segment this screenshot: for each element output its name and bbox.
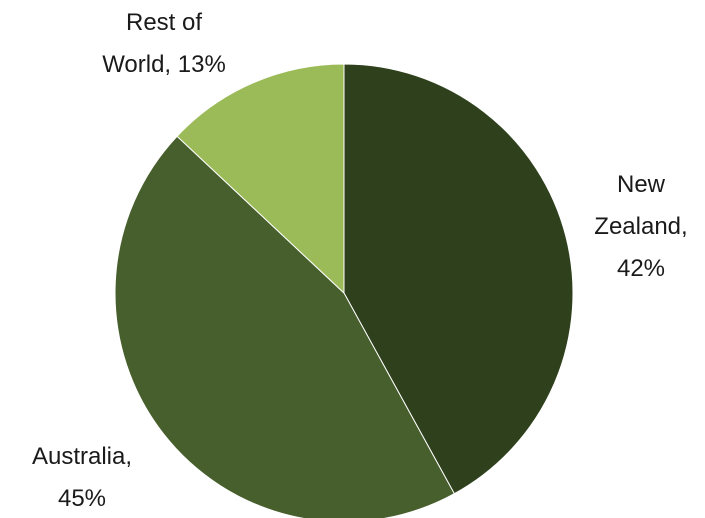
data-label-line: 45% xyxy=(58,485,106,512)
data-label-australia: Australia, 45% xyxy=(32,443,132,512)
pie-slice-australia xyxy=(114,135,455,518)
pie-slice-new-zealand xyxy=(343,63,574,495)
pie-data-labels: New Zealand, 42% Australia, 45% Rest of World,… xyxy=(32,9,688,512)
data-label-line: 42% xyxy=(617,255,665,282)
data-label-line: Australia, xyxy=(32,443,132,470)
data-label-line: Zealand, xyxy=(594,213,687,240)
data-label-line: World, 13% xyxy=(102,51,226,78)
pie-slices xyxy=(114,63,574,518)
data-label-line: Rest of xyxy=(126,9,202,36)
data-label-line: New xyxy=(617,171,666,198)
pie-slice-rest-of-world xyxy=(176,63,345,295)
data-label-rest-of-world: Rest of World, 13% xyxy=(102,9,226,78)
data-label-new-zealand: New Zealand, 42% xyxy=(594,171,687,282)
